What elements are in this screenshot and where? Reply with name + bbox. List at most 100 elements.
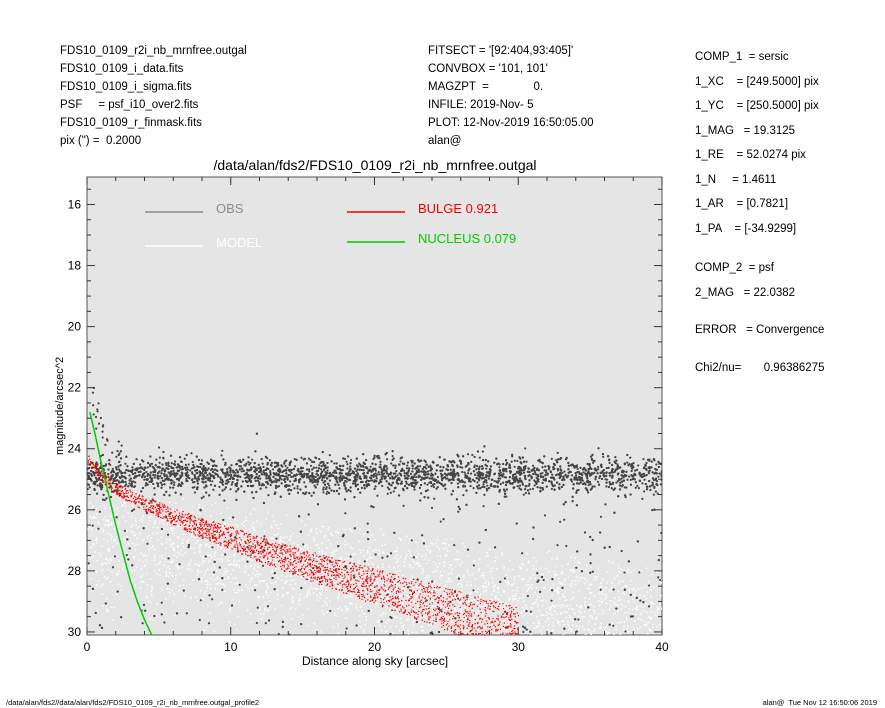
- obs-point: [258, 481, 261, 484]
- model-point: [161, 556, 164, 559]
- model-point: [337, 608, 340, 610]
- obs-point: [386, 492, 389, 495]
- model-point: [503, 590, 506, 592]
- plot-area: [86, 176, 663, 636]
- obs-point: [269, 471, 272, 474]
- model-point: [420, 617, 422, 619]
- model-point: [601, 577, 603, 580]
- obs-point: [486, 484, 489, 487]
- model-point: [110, 534, 112, 536]
- header-left-line: FDS10_0109_i_sigma.fits: [60, 81, 192, 93]
- model-point: [369, 553, 371, 555]
- model-point: [238, 590, 240, 592]
- model-point: [309, 593, 311, 596]
- model-point: [609, 600, 612, 602]
- model-point: [156, 572, 158, 575]
- model-point: [511, 584, 513, 587]
- model-point: [286, 536, 288, 538]
- model-point: [484, 626, 486, 628]
- model-point: [519, 565, 521, 568]
- model-point: [319, 530, 322, 533]
- model-point: [301, 622, 303, 625]
- model-point: [203, 592, 206, 594]
- model-point: [260, 537, 263, 540]
- obs-point: [303, 481, 306, 484]
- model-point: [94, 570, 97, 572]
- obs-point: [124, 462, 127, 465]
- model-point: [196, 563, 198, 566]
- model-point: [547, 613, 549, 615]
- model-point: [356, 581, 359, 584]
- model-point: [172, 520, 174, 523]
- model-point: [568, 625, 570, 627]
- model-point: [408, 587, 411, 590]
- model-point: [396, 575, 398, 577]
- obs-point: [550, 487, 553, 490]
- obs-point: [313, 484, 316, 487]
- model-point: [116, 573, 118, 576]
- model-point: [227, 577, 230, 580]
- model-point: [611, 562, 614, 564]
- model-point: [494, 584, 497, 587]
- model-point: [238, 601, 241, 603]
- model-point: [255, 570, 258, 573]
- model-point: [503, 566, 505, 568]
- model-point: [149, 546, 152, 549]
- model-point: [635, 609, 638, 611]
- model-point: [495, 594, 497, 597]
- obs-point: [109, 463, 112, 466]
- model-point: [637, 617, 640, 620]
- model-point: [661, 608, 662, 610]
- model-point: [285, 548, 287, 550]
- model-point: [266, 609, 269, 611]
- model-point: [150, 589, 153, 592]
- model-point: [363, 629, 365, 631]
- model-point: [299, 617, 302, 620]
- obs-point: [269, 483, 272, 487]
- obs-point: [589, 561, 592, 565]
- model-point: [298, 599, 300, 601]
- model-point: [170, 527, 172, 529]
- model-point: [389, 607, 391, 610]
- model-point: [401, 574, 404, 576]
- model-point: [604, 587, 607, 589]
- model-point: [249, 565, 252, 567]
- obs-point: [310, 494, 313, 497]
- model-point: [178, 553, 181, 555]
- model-point: [460, 617, 463, 620]
- model-point: [451, 572, 453, 575]
- model-point: [403, 565, 406, 568]
- model-point: [97, 521, 99, 523]
- model-point: [250, 578, 252, 581]
- obs-point: [563, 518, 566, 521]
- obs-point: [258, 474, 261, 478]
- model-point: [313, 563, 315, 566]
- obs-point: [525, 460, 528, 463]
- header-left-line: FDS10_0109_r2i_nb_mrnfree.outgal: [60, 45, 247, 57]
- model-point: [393, 567, 395, 569]
- model-point: [483, 577, 486, 579]
- obs-point: [293, 465, 297, 468]
- model-point: [527, 561, 530, 563]
- model-point: [467, 603, 470, 605]
- model-point: [354, 577, 357, 580]
- model-point: [157, 539, 159, 541]
- model-point: [585, 568, 588, 571]
- model-point: [213, 630, 216, 632]
- obs-point: [286, 466, 289, 469]
- obs-point: [145, 511, 149, 515]
- model-point: [290, 546, 292, 549]
- model-point: [142, 539, 144, 541]
- model-point: [376, 565, 379, 568]
- obs-point: [599, 588, 602, 591]
- model-point: [319, 565, 322, 568]
- model-point: [370, 562, 372, 564]
- model-point: [650, 606, 653, 609]
- model-point: [315, 568, 317, 571]
- model-point: [581, 569, 584, 571]
- model-point: [228, 559, 230, 562]
- model-point: [227, 523, 230, 526]
- obs-point: [593, 485, 596, 488]
- model-point: [593, 605, 595, 608]
- model-point: [575, 625, 578, 627]
